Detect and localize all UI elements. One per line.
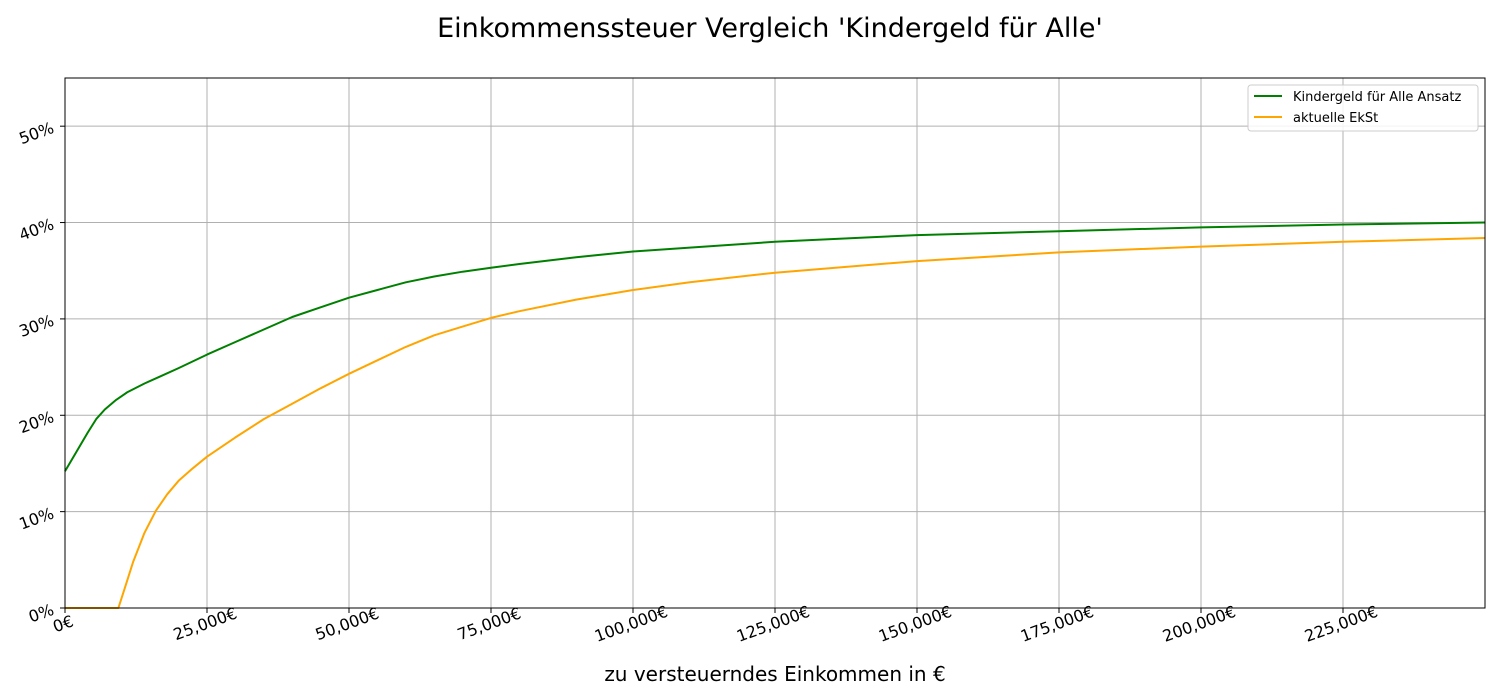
- series-lines: [64, 221, 1486, 609]
- legend-box: [1247, 84, 1479, 132]
- legend-label-0: Kindergeld für Alle Ansatz: [1293, 90, 1461, 105]
- x-tick-label: 50,000€: [313, 604, 382, 644]
- x-tick-label: 25,000€: [171, 604, 240, 644]
- series-line-1: [65, 237, 1486, 609]
- x-tick-label: 75,000€: [455, 604, 524, 644]
- y-tick-label: 10%: [16, 504, 56, 534]
- y-axis-ticks: 0%10%20%30%40%50%: [16, 118, 65, 626]
- y-tick-label: 20%: [16, 407, 56, 437]
- legend-label-1: aktuelle EkSt: [1293, 111, 1378, 126]
- series-line-0: [64, 221, 1486, 472]
- x-axis-label: zu versteuerndes Einkommen in €: [604, 662, 945, 686]
- legend: Kindergeld für Alle Ansatz aktuelle EkSt: [1247, 84, 1479, 132]
- chart-title: Einkommenssteuer Vergleich 'Kindergeld f…: [437, 13, 1103, 44]
- grid: [64, 78, 1485, 609]
- y-tick-label: 40%: [16, 214, 56, 244]
- y-tick-label: 30%: [16, 311, 56, 341]
- y-tick-label: 50%: [16, 118, 56, 148]
